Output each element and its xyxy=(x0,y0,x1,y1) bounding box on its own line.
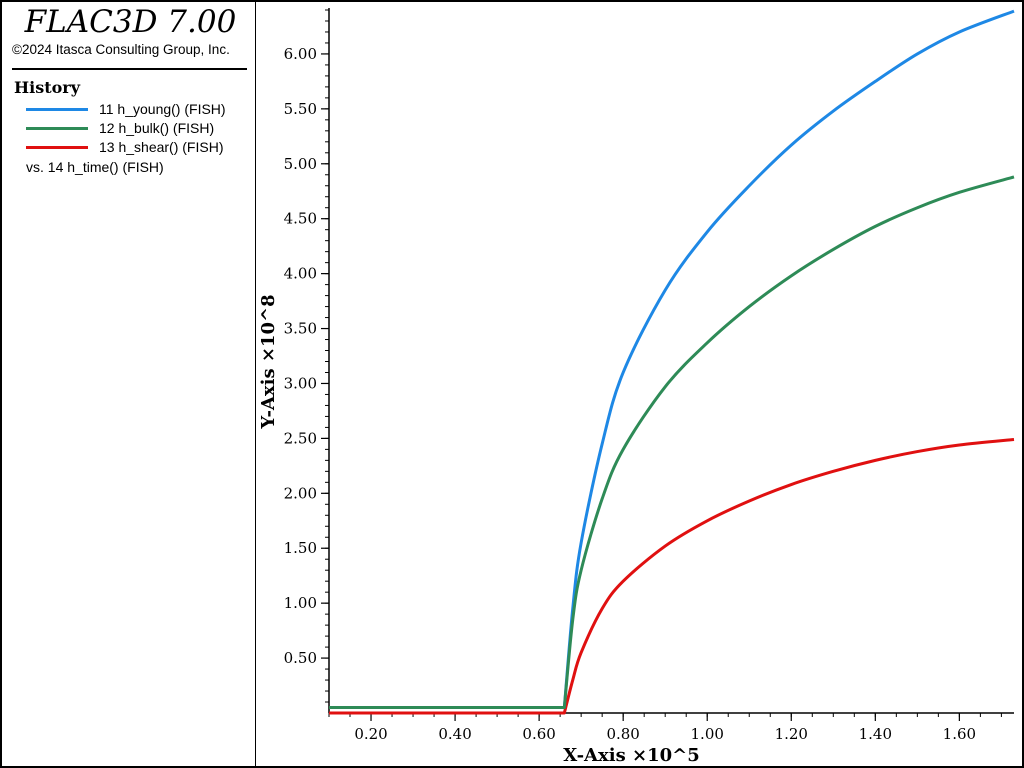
legend-label-bulk: 12 h_bulk() (FISH) xyxy=(99,120,215,136)
plot-panel: 0.50 1.00 1.50 2.00 2.50 3.00 3.50 4.00 4.50 5.00… xyxy=(256,0,1024,768)
y-tick-label: 3.00 xyxy=(284,374,317,392)
legend-panel: FLAC3D 7.00 ©2024 Itasca Consulting Grou… xyxy=(0,0,257,768)
series-line-bulk xyxy=(329,175,1015,710)
legend-label-shear: 13 h_shear() (FISH) xyxy=(99,139,224,155)
y-tick-label: 4.00 xyxy=(284,265,317,283)
y-tick-label: 6.00 xyxy=(284,45,317,63)
legend-swatch-bulk xyxy=(26,127,88,130)
x-tick-label: 1.40 xyxy=(859,725,892,743)
history-heading: History xyxy=(14,78,80,97)
y-tick-label: 3.50 xyxy=(284,320,317,338)
series-group xyxy=(329,9,1015,715)
series-line-young xyxy=(329,9,1015,710)
x-tick-label: 0.60 xyxy=(522,725,555,743)
y-tick-label: 1.50 xyxy=(284,539,317,557)
app-title: FLAC3D 7.00 xyxy=(24,4,237,40)
series-line-shear xyxy=(329,437,1015,715)
legend-swatch-young xyxy=(26,108,88,111)
legend-swatch-shear xyxy=(26,146,88,149)
x-tick-label: 0.20 xyxy=(354,725,387,743)
x-axis-title: X-Axis ×10^5 xyxy=(563,745,699,766)
y-tick-label: 1.00 xyxy=(284,594,317,612)
y-tick-label: 0.50 xyxy=(284,649,317,667)
x-tick-label: 1.60 xyxy=(943,725,976,743)
legend-label-young: 11 h_young() (FISH) xyxy=(99,101,226,117)
y-tick-label: 5.00 xyxy=(284,155,317,173)
history-chart[interactable]: 0.50 1.00 1.50 2.00 2.50 3.00 3.50 4.00 4.50 5.00… xyxy=(256,2,1024,768)
x-tick-label: 1.20 xyxy=(775,725,808,743)
copyright-notice: ©2024 Itasca Consulting Group, Inc. xyxy=(12,42,230,57)
x-variable-label: vs. 14 h_time() (FISH) xyxy=(26,159,164,175)
legend-divider xyxy=(12,68,247,70)
y-tick-label: 5.50 xyxy=(284,100,317,118)
x-tick-label: 0.40 xyxy=(438,725,471,743)
x-tick-label: 0.80 xyxy=(606,725,639,743)
y-tick-label: 2.00 xyxy=(284,484,317,502)
axes-group xyxy=(321,8,1014,721)
axis-labels-group: 0.50 1.00 1.50 2.00 2.50 3.00 3.50 4.00 4.50 5.00… xyxy=(258,45,976,766)
y-axis-title: Y-Axis ×10^8 xyxy=(258,294,279,429)
x-tick-label: 1.00 xyxy=(691,725,724,743)
y-tick-label: 4.50 xyxy=(284,210,317,228)
y-tick-label: 2.50 xyxy=(284,429,317,447)
